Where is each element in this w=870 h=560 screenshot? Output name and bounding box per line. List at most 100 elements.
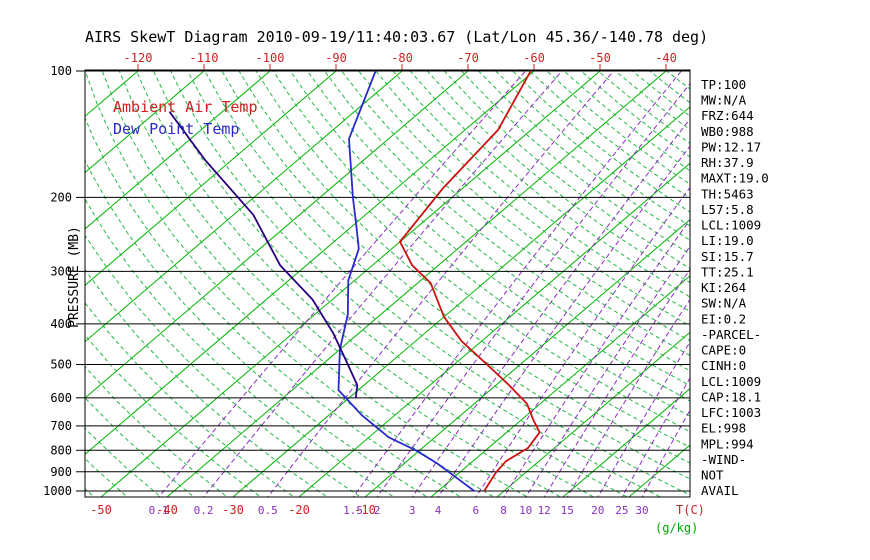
dry-adiabat-line: [187, 70, 690, 496]
dry-adiabat-line: [85, 268, 329, 497]
dry-adiabat-line: [85, 116, 462, 497]
axis-labels: 0.1 0.2 0.5 1.5 2 3 4 6 8 10 12 15 20 25 30 100 200 300 40…: [43, 51, 677, 517]
dry-adiabat-line: [204, 70, 690, 480]
stat-line: TT:25.1: [701, 264, 754, 279]
dry-adiabat-line: [85, 334, 262, 497]
dry-adiabat-line: [85, 487, 95, 497]
dry-adiabat-line: [85, 70, 495, 497]
dry-adiabat-line: [341, 70, 690, 357]
mixing-ratio-label: 20: [591, 504, 604, 517]
pressure-tick-label: 100: [50, 64, 72, 78]
top-temp-label: -70: [457, 51, 479, 65]
pressure-tick-label: 400: [50, 317, 72, 331]
mixing-ratio-label: 0.1: [149, 504, 169, 517]
top-temp-label: -120: [124, 51, 153, 65]
dry-adiabat-line: [495, 70, 690, 227]
stat-line: LCL:1009: [701, 218, 761, 233]
pressure-tick-label: 700: [50, 419, 72, 433]
mixing-ratio-label: 1.5: [343, 504, 363, 517]
dry-adiabat-line: [666, 70, 690, 90]
stat-line: EL:998: [701, 421, 746, 436]
bottom-temp-label: -40: [156, 503, 178, 517]
dry-adiabat-line: [118, 70, 562, 497]
dry-adiabat-line: [306, 70, 690, 387]
isotherm-line: [496, 331, 690, 497]
skewt-grid: [0, 70, 870, 497]
mixing-ratio-label: 15: [561, 504, 574, 517]
top-temp-label: -110: [190, 51, 219, 65]
isotherm-line: [761, 71, 870, 497]
legend-ambient-air-temp: Ambient Air Temp: [113, 98, 258, 116]
stat-line: CAPE:0: [701, 343, 746, 358]
mixing-ratio-line: [503, 218, 690, 497]
stat-line: FRZ:644: [701, 108, 754, 123]
stat-line: -WIND-: [701, 452, 746, 467]
stat-line: MW:N/A: [701, 93, 747, 108]
top-temp-label: -40: [655, 51, 677, 65]
mixing-ratio-label: 0.5: [258, 504, 278, 517]
mixing-ratio-label: 8: [500, 504, 507, 517]
mixing-ratio-label: 6: [472, 504, 479, 517]
mixing-ratio-line: [475, 186, 690, 497]
pressure-tick-label: 500: [50, 358, 72, 372]
dry-adiabat-line: [170, 70, 662, 497]
dew-point-curve: [337, 70, 475, 492]
dry-adiabat-line: [135, 70, 595, 497]
stat-line: MAXT:19.0: [701, 171, 769, 186]
dry-adiabat-line: [101, 70, 529, 497]
stat-line: LI:19.0: [701, 233, 754, 248]
dry-adiabat-line: [426, 70, 690, 284]
mixing-ratio-label: 3: [409, 504, 416, 517]
stat-line: TP:100: [701, 77, 746, 92]
mixing-ratio-label: 30: [635, 504, 648, 517]
isotherm-line: [430, 275, 690, 497]
dry-adiabat-line: [221, 70, 690, 464]
bottom-temp-label: -50: [90, 503, 112, 517]
isotherm-line: [85, 70, 535, 455]
stat-line: LCL:1009: [701, 374, 761, 389]
bottom-temp-label: -20: [288, 503, 310, 517]
mixing-ratio-line: [267, 70, 614, 497]
temp-unit-label: T(C): [676, 503, 705, 517]
mixing-ratio-line: [525, 245, 690, 497]
dry-adiabat-line: [529, 70, 690, 199]
isotherm-line: [364, 218, 690, 497]
mixing-ratio-line: [158, 70, 526, 497]
upper-level-dark-curve: [168, 111, 359, 398]
dry-adiabat-line: [649, 70, 690, 104]
mixing-ratio-label: 4: [435, 504, 442, 517]
pressure-tick-label: 200: [50, 190, 72, 204]
legend-dew-point-temp: Dew Point Temp: [113, 120, 239, 138]
stat-line: SI:15.7: [701, 249, 754, 264]
mixing-ratio-label: 25: [615, 504, 628, 517]
mixing-ratio-line: [621, 377, 690, 497]
stat-line: LFC:1003: [701, 405, 761, 420]
mixing-ratio-line: [376, 82, 690, 497]
mixing-ratio-line: [543, 268, 690, 497]
pressure-tick-label: 1000: [43, 484, 72, 498]
stat-line: CAP:18.1: [701, 389, 761, 404]
stat-line: TH:5463: [701, 186, 754, 201]
isotherm-line: [166, 70, 667, 497]
top-temp-label: -50: [589, 51, 611, 65]
pressure-tick-label: 800: [50, 443, 72, 457]
isotherm-line: [85, 70, 271, 230]
stat-line: RH:37.9: [701, 155, 754, 170]
mixing-unit-label: (g/kg): [655, 521, 698, 535]
mixing-ratio-label: 12: [538, 504, 551, 517]
isotherm-line: [85, 70, 337, 286]
mixing-ratio-line: [597, 341, 690, 497]
pressure-axis-label: PRESSURE (MB): [67, 226, 82, 328]
dry-adiabat-line: [289, 70, 690, 402]
mixing-ratio-label: 10: [519, 504, 532, 517]
isotherm-line: [0, 71, 72, 497]
stat-line: AVAIL: [701, 483, 739, 498]
pressure-tick-label: 300: [50, 264, 72, 278]
dry-adiabat-line: [461, 70, 690, 255]
mixing-ratio-line: [566, 298, 690, 497]
dry-adiabat-line: [255, 70, 690, 433]
stat-line: -PARCEL-: [701, 327, 761, 342]
stat-line: WB0:988: [701, 124, 754, 139]
